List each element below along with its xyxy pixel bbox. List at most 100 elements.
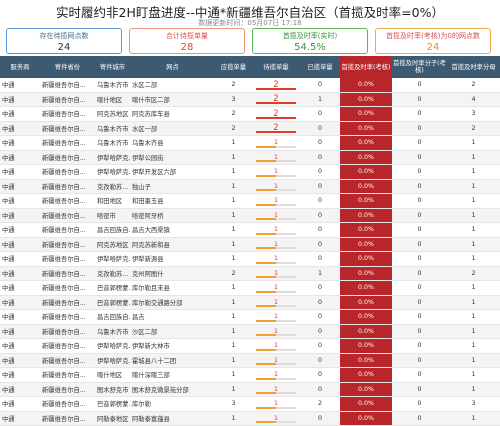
cell: 巴音郭楞蒙... [95, 396, 130, 412]
cell: 1 [215, 367, 252, 383]
pending-bar [256, 290, 276, 293]
table-row: 中通 新疆维吾尔自... 克孜勒苏... 独山子 1 1 0 0.0% 0 1 [0, 179, 500, 194]
card-label: 存在待揽网点数 [39, 32, 89, 40]
table-row: 中通 新疆维吾尔自... 阿勒泰地区 阿勒泰富蕴县 1 1 0 0.0% 0 1 [0, 411, 500, 426]
cell: 1 [447, 164, 500, 180]
cell: 0.0% [340, 78, 392, 93]
header-row: 服务商 寄件省份 寄件城市 网点 应揽单量 待揽单量 已揽单量 首揽及时率(考核) 首揽及时率分… [0, 56, 500, 78]
cell: 3 [215, 396, 252, 412]
cell: 0 [392, 309, 447, 325]
cell: 1 [215, 324, 252, 339]
page: {"header":{"title":"实时履约非2H盯盘进度--中通*新疆维吾… [0, 5, 500, 426]
cell: 1 [215, 208, 252, 223]
cell: 0 [300, 150, 340, 165]
card: 合计待揽单量 28 [129, 28, 245, 54]
pending-value: 1 [273, 356, 278, 364]
cell: 0 [300, 164, 340, 180]
cell: 0 [300, 78, 340, 93]
cell: 1 [447, 135, 500, 151]
cell: 伊犁哈萨克... [95, 150, 130, 165]
cell: 1 [447, 150, 500, 165]
table-body: 中通 新疆维吾尔自... 乌鲁木齐市 水区二部 2 2 0 0.0% 0 2 中通 新疆维吾尔自...… [0, 78, 500, 426]
cell: 0 [392, 251, 447, 267]
cell: 0 [300, 121, 340, 136]
cell: 水区一部 [130, 121, 215, 136]
cell: 0 [392, 280, 447, 296]
bar-track [256, 290, 296, 293]
pending-cell: 1 [252, 309, 300, 325]
bar-track [256, 218, 296, 220]
cell: 1 [300, 92, 340, 107]
cell: 中通 [0, 121, 40, 136]
cell: 霍城县八十二团 [130, 353, 215, 368]
pending-cell: 2 [252, 106, 300, 122]
column-header: 服务商 [0, 56, 40, 78]
cell: 0 [392, 208, 447, 223]
card: 存在待揽网点数 24 [6, 28, 122, 54]
table-row: 中通 新疆维吾尔自... 阿克苏地区 阿克苏新和县 1 1 0 0.0% 0 1 [0, 237, 500, 252]
pending-value: 2 [273, 123, 279, 134]
cell: 0 [392, 367, 447, 383]
bar-track [256, 363, 296, 365]
cell: 中通 [0, 295, 40, 310]
pending-cell: 1 [252, 251, 300, 267]
cell: 0 [300, 237, 340, 252]
cell: 0.0% [340, 324, 392, 339]
pending-bar [256, 232, 276, 235]
cell: 0.0% [340, 179, 392, 194]
pending-cell: 1 [252, 266, 300, 281]
cell: 乌鲁木齐市 [95, 324, 130, 339]
pending-value: 1 [273, 168, 278, 176]
cell: 新疆维吾尔自... [40, 179, 95, 194]
cell: 0 [392, 135, 447, 151]
cell: 伊犁哈萨克... [95, 251, 130, 267]
cell: 新疆维吾尔自... [40, 411, 95, 426]
cell: 1 [215, 135, 252, 151]
cell: 0.0% [340, 266, 392, 281]
cell: 新疆维吾尔自... [40, 78, 95, 93]
cell: 伊犁开发区六部 [130, 164, 215, 180]
cell: 0 [392, 324, 447, 339]
cell: 伊犁哈萨克... [95, 164, 130, 180]
cell: 0.0% [340, 164, 392, 180]
cell: 中通 [0, 324, 40, 339]
cell: 中通 [0, 251, 40, 267]
bar-track [256, 203, 296, 206]
cell: 0 [300, 251, 340, 267]
cell: 1 [447, 353, 500, 368]
cell: 0.0% [340, 280, 392, 296]
cell: 1 [447, 251, 500, 267]
column-header: 首揽及时率(考核) [340, 56, 392, 78]
cell: 独山子 [130, 179, 215, 194]
pending-value: 1 [273, 182, 278, 190]
cell: 巴音郭楞蒙... [95, 295, 130, 310]
cell: 1 [447, 295, 500, 310]
cell: 阿勒泰富蕴县 [130, 411, 215, 426]
cell: 乌鲁木齐县 [130, 135, 215, 151]
cell: 伊犁哈萨克... [95, 338, 130, 354]
cell: 乌鲁木齐市 [95, 135, 130, 151]
cell: 1 [215, 280, 252, 296]
cell: 新疆维吾尔自... [40, 367, 95, 383]
cell: 2 [215, 78, 252, 93]
bar-track [256, 392, 296, 394]
cell: 1 [447, 367, 500, 383]
cell: 新疆维吾尔自... [40, 92, 95, 107]
subtitle: 数据更新时间：05月07日 17:18 [198, 19, 302, 27]
cell: 水区二部 [130, 78, 215, 93]
cell: 2 [447, 266, 500, 281]
bar-track [256, 334, 296, 336]
card-label: 合计待揽单量 [166, 32, 208, 40]
cell: 伊犁哈萨克... [95, 353, 130, 368]
cell: 新疆维吾尔自... [40, 106, 95, 122]
pending-bar [256, 334, 276, 336]
title: 实时履约非2H盯盘进度--中通*新疆维吾尔自治区（首揽及时率=0%） [56, 5, 444, 20]
pending-cell: 2 [252, 121, 300, 136]
cell: 0.0% [340, 251, 392, 267]
cell: 和田墨玉县 [130, 193, 215, 209]
pending-cell: 1 [252, 179, 300, 194]
bar-track [256, 261, 296, 264]
pending-bar [256, 276, 276, 278]
table-row: 中通 新疆维吾尔自... 乌鲁木齐市 水区二部 2 2 0 0.0% 0 2 [0, 78, 500, 93]
